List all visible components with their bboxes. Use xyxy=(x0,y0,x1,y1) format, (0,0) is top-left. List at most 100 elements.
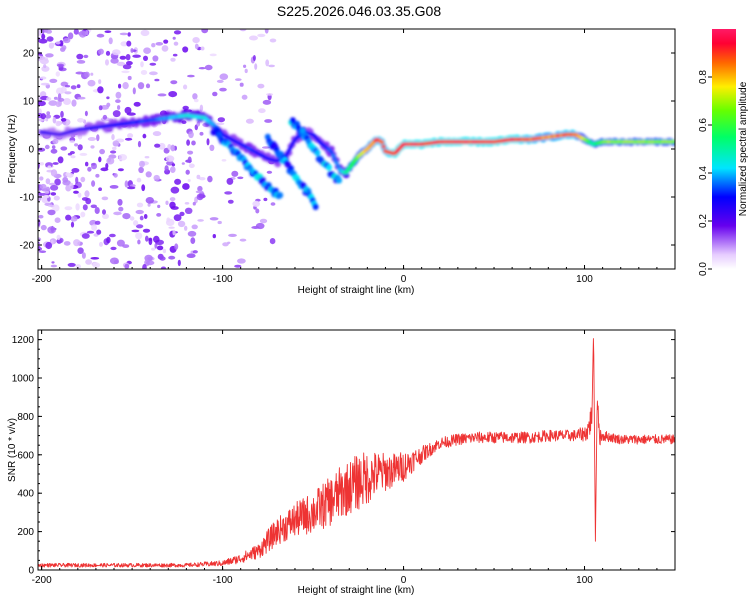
noise-blob xyxy=(268,64,275,68)
noise-blob xyxy=(153,235,160,243)
noise-blob xyxy=(75,264,82,269)
spectrogram-ylabel: Frequency (Hz) xyxy=(7,115,18,184)
noise-blob xyxy=(130,48,134,53)
noise-blob xyxy=(143,214,148,219)
noise-blob xyxy=(44,191,50,194)
noise-blob xyxy=(140,61,144,68)
noise-blob xyxy=(38,214,44,219)
noise-blob xyxy=(265,59,270,67)
snr-xtick-label: 0 xyxy=(401,575,407,586)
noise-blob xyxy=(81,233,90,239)
noise-blob xyxy=(269,38,277,43)
noise-blob xyxy=(51,145,56,150)
noise-blob xyxy=(70,155,76,159)
noise-blob xyxy=(45,241,53,250)
noise-blob xyxy=(118,206,124,212)
noise-blob xyxy=(126,40,132,47)
noise-blob xyxy=(84,71,90,78)
noise-blob xyxy=(135,224,144,229)
colorbar-ticks: 0.0 0.2 0.4 0.6 0.8 xyxy=(698,70,712,276)
noise-blob xyxy=(195,190,204,194)
noise-blob xyxy=(113,173,118,178)
noise-blob xyxy=(137,239,141,245)
noise-blob xyxy=(186,139,191,146)
noise-blob xyxy=(151,43,156,48)
noise-blob xyxy=(91,224,98,231)
noise-blob xyxy=(125,54,131,61)
noise-blob xyxy=(252,200,260,207)
noise-blob xyxy=(165,155,175,162)
noise-blob xyxy=(84,190,90,198)
noise-blob xyxy=(54,217,61,223)
noise-blob xyxy=(262,146,270,149)
noise-blob xyxy=(167,144,172,150)
noise-blob xyxy=(200,46,205,51)
noise-blob xyxy=(85,161,89,167)
noise-blob xyxy=(255,208,260,214)
snr-content xyxy=(38,338,675,568)
noise-blob xyxy=(70,221,75,228)
noise-blob xyxy=(184,207,193,214)
noise-blob xyxy=(70,216,78,222)
noise-blob xyxy=(188,131,194,139)
noise-blob xyxy=(172,229,176,236)
noise-blob xyxy=(187,150,194,155)
noise-blob xyxy=(157,204,161,209)
noise-blob xyxy=(185,169,190,175)
noise-blob xyxy=(137,140,142,148)
noise-blob xyxy=(196,121,201,127)
noise-blob xyxy=(50,264,58,268)
noise-blob xyxy=(258,108,266,114)
colorbar-tick-label: 0.8 xyxy=(698,70,709,84)
noise-blob xyxy=(49,42,56,46)
noise-blob xyxy=(87,137,97,141)
noise-blob xyxy=(57,156,64,164)
noise-blob xyxy=(222,242,229,247)
noise-blob xyxy=(80,211,86,218)
noise-blob xyxy=(38,55,45,60)
noise-blob xyxy=(105,163,109,169)
noise-blob xyxy=(122,213,131,220)
noise-blob xyxy=(121,70,130,74)
ridge-core xyxy=(285,151,290,155)
noise-blob xyxy=(76,84,81,89)
noise-blob xyxy=(112,110,121,118)
noise-blob xyxy=(38,38,48,44)
noise-blob xyxy=(85,259,92,265)
noise-blob xyxy=(235,78,242,81)
ridge-core xyxy=(329,150,334,154)
colorbar-gradient xyxy=(712,29,736,269)
noise-blob xyxy=(117,105,121,110)
noise-blob xyxy=(234,264,242,268)
noise-blob xyxy=(81,252,86,259)
noise-blob xyxy=(129,216,135,221)
noise-blob xyxy=(173,30,182,35)
noise-blob xyxy=(77,118,85,123)
noise-blob xyxy=(41,33,46,40)
snr-ytick-label: 0 xyxy=(28,566,34,577)
noise-blob xyxy=(147,203,151,207)
noise-blob xyxy=(264,29,269,34)
noise-blob xyxy=(45,29,53,34)
noise-blob xyxy=(62,37,71,44)
noise-blob xyxy=(115,99,121,103)
noise-blob xyxy=(55,120,61,127)
noise-blob xyxy=(241,94,248,100)
snr-ytick-label: 1000 xyxy=(12,374,35,385)
snr-xlabel: Height of straight line (km) xyxy=(298,585,415,596)
noise-blob xyxy=(40,113,46,120)
noise-blob xyxy=(99,241,103,247)
noise-blob xyxy=(187,179,191,182)
noise-blob xyxy=(133,220,139,226)
noise-blob xyxy=(263,197,268,202)
noise-blob xyxy=(63,98,71,105)
noise-blob xyxy=(212,91,218,97)
noise-blob xyxy=(74,143,79,147)
branch-blob xyxy=(277,192,284,199)
noise-blob xyxy=(192,201,196,206)
noise-blob xyxy=(252,55,256,61)
spec-ytick-label: 0 xyxy=(28,145,34,156)
noise-blob xyxy=(75,176,79,184)
spec-ytick-label: -10 xyxy=(20,193,35,204)
noise-blob xyxy=(204,64,213,71)
